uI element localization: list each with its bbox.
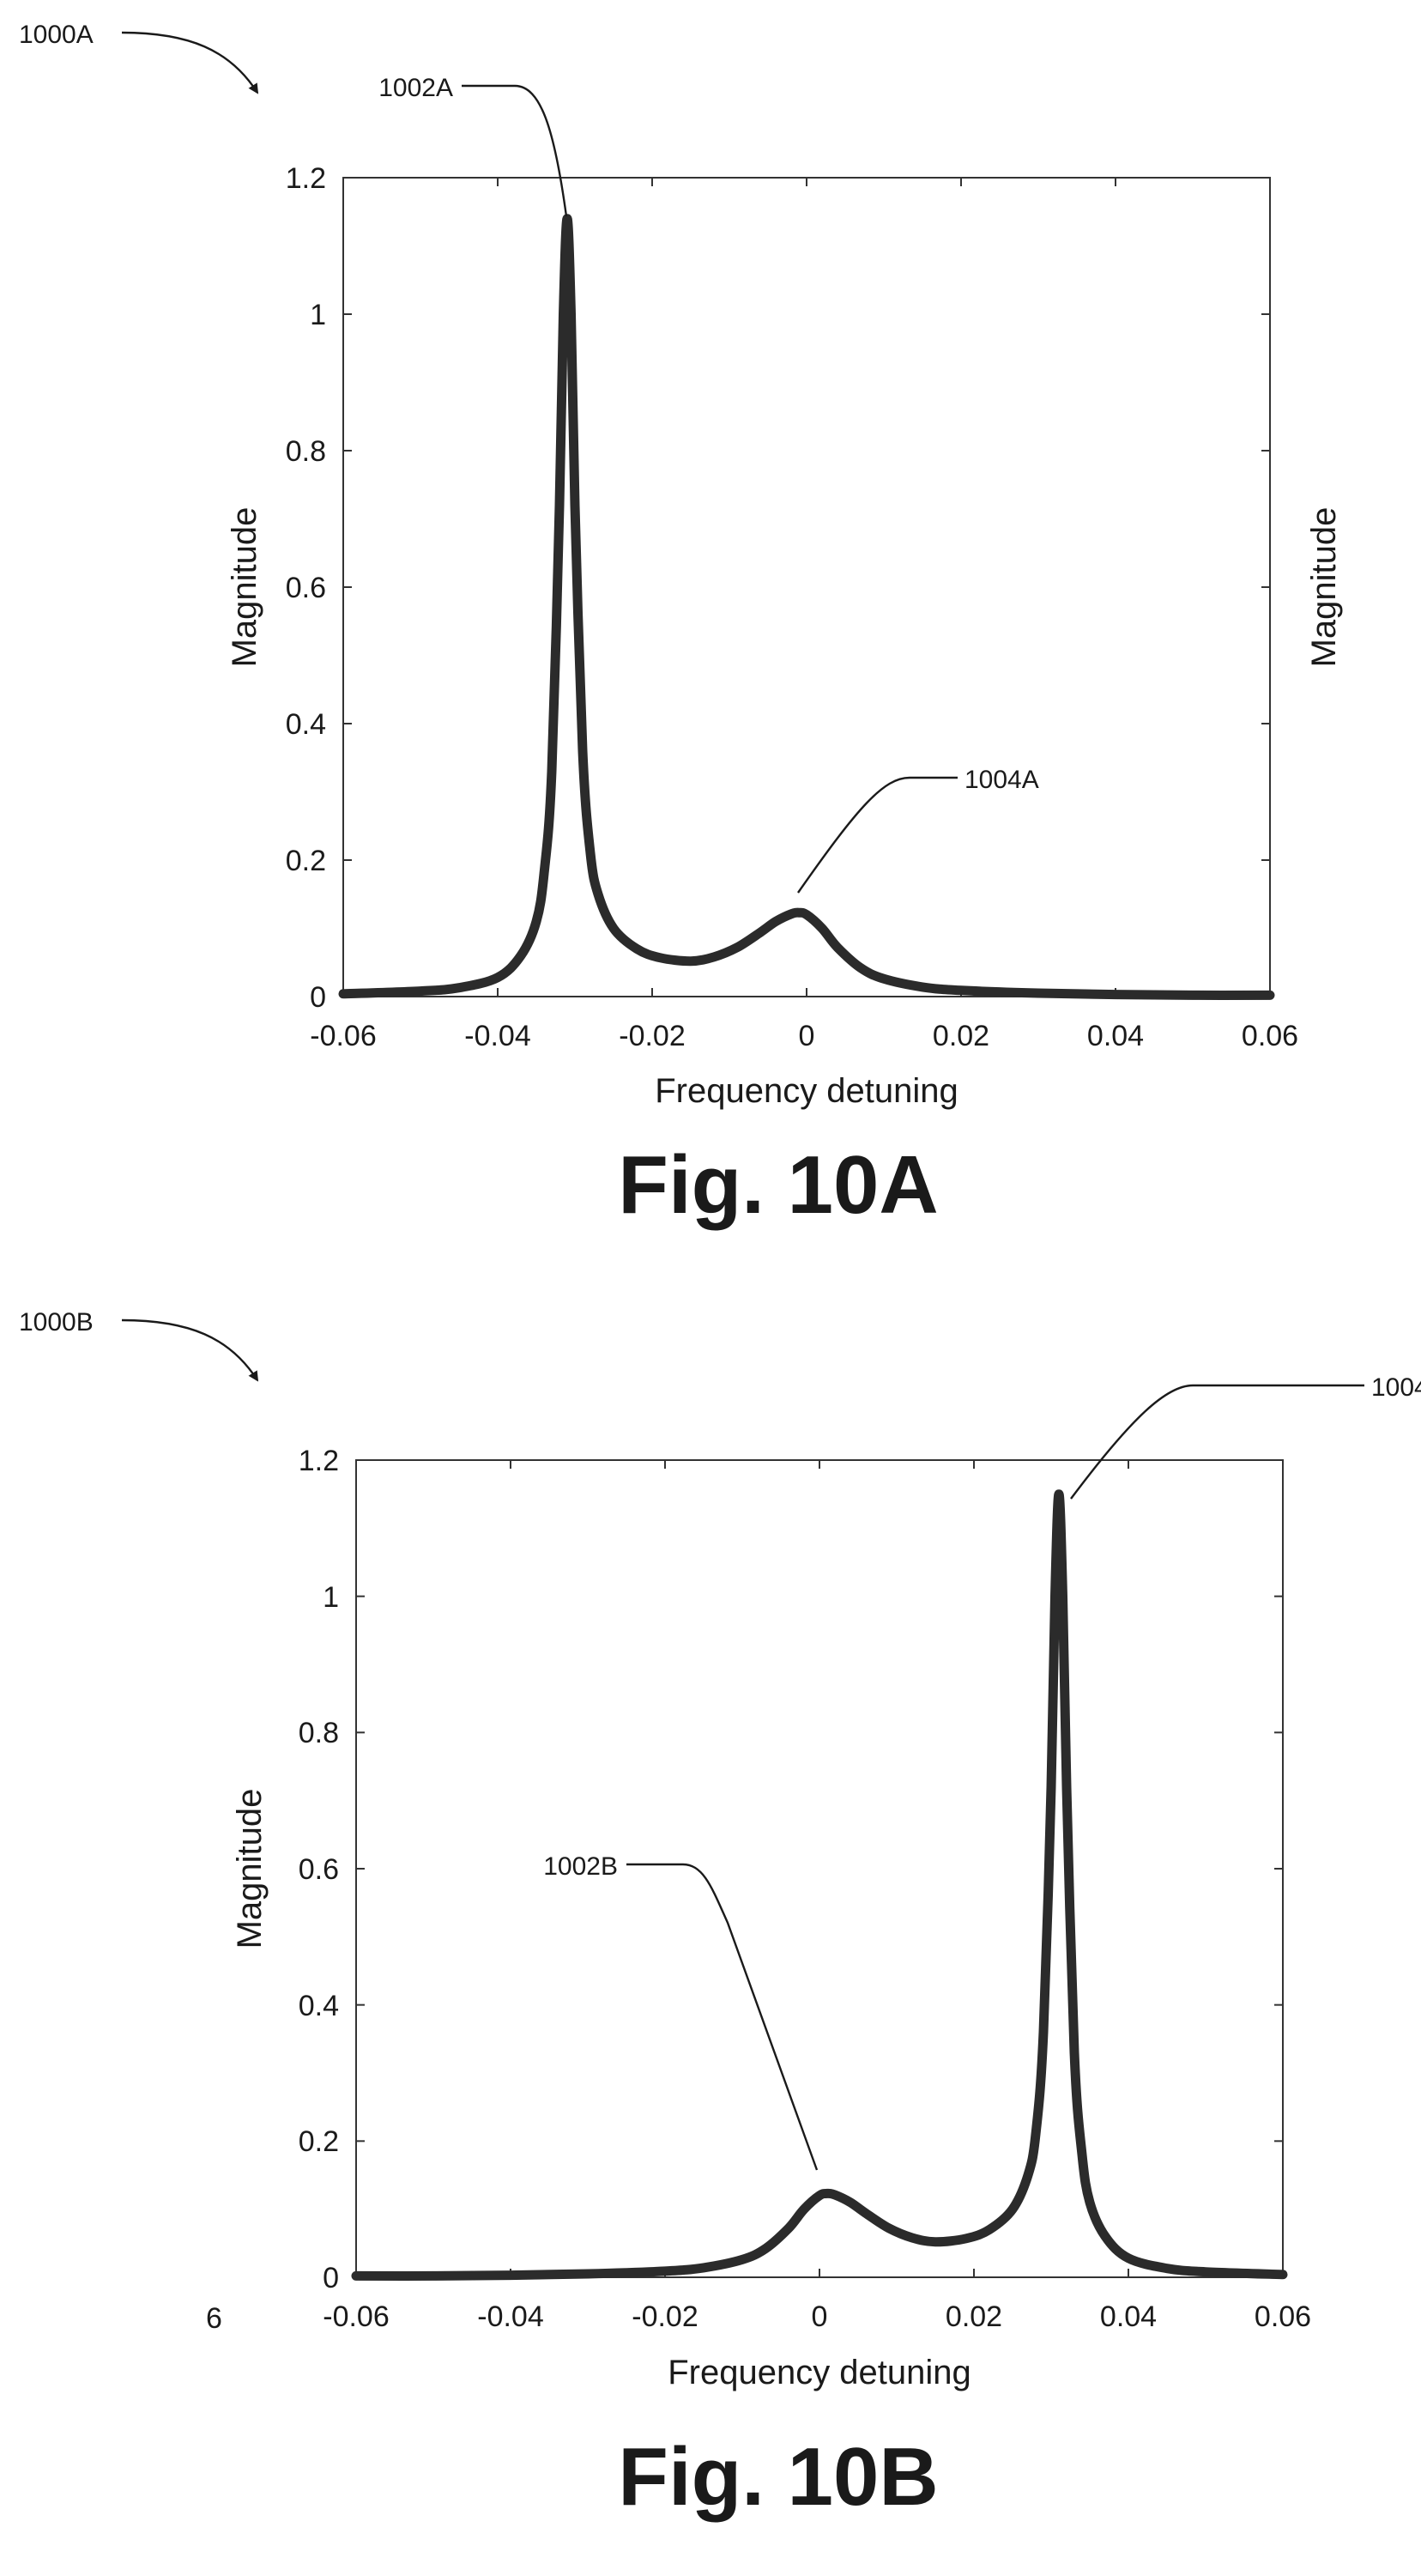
series-line-10a [338, 214, 1275, 1000]
y-tick-label: 1 [323, 1581, 339, 1614]
y-tick-label: 0.8 [286, 435, 326, 468]
y-tick-label: 1 [310, 299, 326, 331]
y-tick-label: 0.6 [299, 1853, 339, 1886]
series-line-10b [351, 1489, 1288, 2281]
figure-ref-label-10a: 1000A [19, 21, 94, 49]
y-tick-label: 0.4 [286, 708, 326, 741]
x-tick-label: 0 [799, 1020, 815, 1052]
y-tick-label: 0.8 [299, 1717, 339, 1749]
y-axis-label-10b: Magnitude [231, 1789, 269, 1949]
stray-page-marker: 6 [206, 2302, 222, 2335]
figure-ref-arrow-10b [121, 1318, 259, 1382]
chart-fig-10b: 1000B -0.06 -0.04 -0.02 0 0.02 0.04 0.06… [19, 1308, 1421, 2523]
figure-caption-10b: Fig. 10B [618, 2431, 938, 2523]
chart-fig-10a: 1000A -0.06 -0.04 -0.02 0 0.02 0.04 0.06… [19, 21, 1343, 1231]
x-tick-label: 0.06 [1242, 1020, 1298, 1052]
x-tick-label: -0.06 [310, 1020, 377, 1052]
annotation-label-1004a: 1004A [964, 766, 1039, 794]
x-tick-label: 0.02 [946, 2300, 1002, 2333]
figure-ref-arrow-10a [121, 31, 259, 94]
x-tick-label: 0 [812, 2300, 828, 2333]
annotation-label-1002a: 1002A [378, 74, 453, 102]
y-axis-label-10a: Magnitude [226, 507, 263, 668]
y-tick-label: 0.6 [286, 572, 326, 604]
x-tick-label: 0.06 [1255, 2300, 1311, 2333]
x-tick-label: 0.02 [933, 1020, 989, 1052]
plot-frame-10a [342, 177, 1271, 997]
x-tick-label: -0.04 [464, 1020, 531, 1052]
y-tick-label: 1.2 [299, 1445, 339, 1477]
annotation-leader-1002a [462, 84, 568, 217]
x-axis-label-10a: Frequency detuning [655, 1072, 958, 1110]
annotation-label-1002b: 1002B [543, 1852, 618, 1881]
x-axis-label-10b: Frequency detuning [668, 2354, 971, 2391]
x-tick-label: -0.02 [632, 2300, 698, 2333]
y-tick-label: 0.2 [286, 845, 326, 877]
x-tick-label: 0.04 [1087, 1020, 1144, 1052]
y-axis-label-right-10a: Magnitude [1305, 507, 1343, 668]
annotation-leader-1004b [1070, 1384, 1364, 1500]
figure-caption-10a: Fig. 10A [618, 1139, 938, 1231]
x-tick-label: -0.02 [619, 1020, 686, 1052]
y-tick-label: 0 [323, 2262, 339, 2294]
annotation-leader-1004a [797, 776, 958, 894]
y-tick-label: 0.2 [299, 2125, 339, 2158]
x-tick-label: -0.04 [477, 2300, 544, 2333]
annotation-label-1004b: 1004B [1371, 1373, 1421, 1402]
annotation-leader-1002b [626, 1863, 819, 2171]
x-tick-label: 0.04 [1100, 2300, 1157, 2333]
y-tick-label: 0.4 [299, 1990, 339, 2022]
y-tick-label: 1.2 [286, 162, 326, 195]
x-tick-label: -0.06 [323, 2300, 390, 2333]
y-tick-label: 0 [310, 981, 326, 1014]
plot-frame-10b [355, 1459, 1284, 2278]
figure-ref-label-10b: 1000B [19, 1308, 94, 1336]
